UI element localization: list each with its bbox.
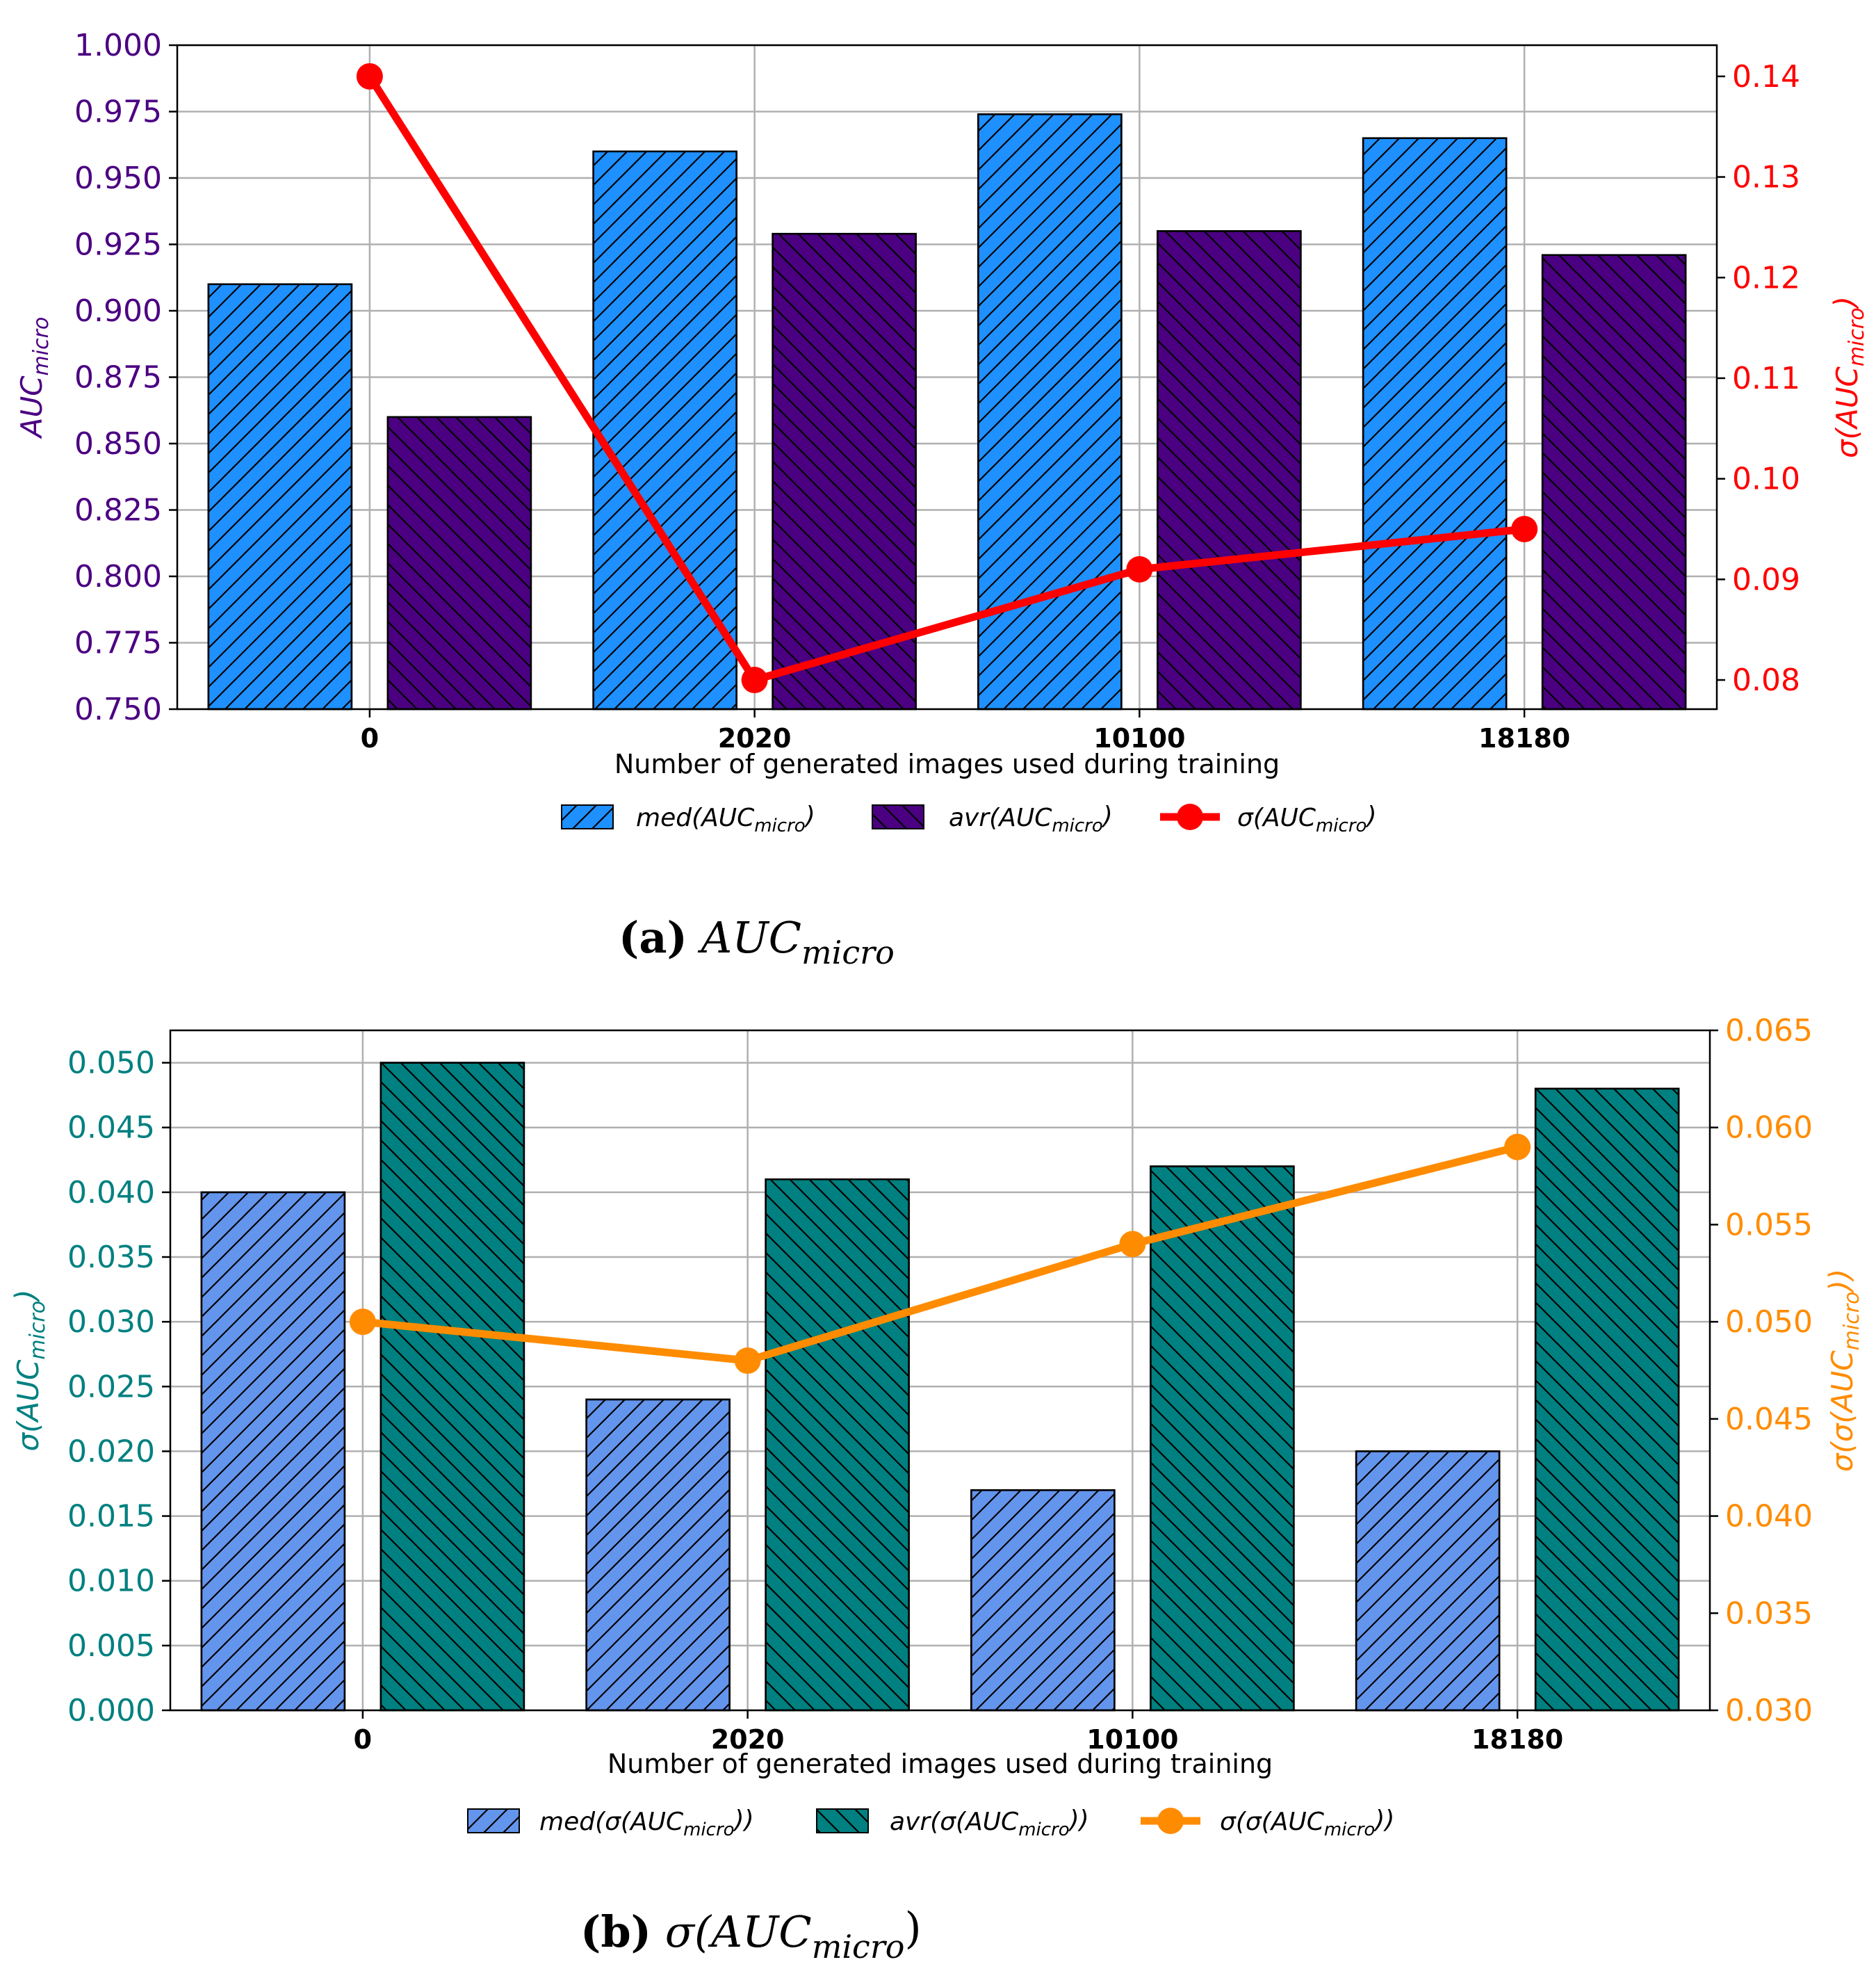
bar-hatch: [765, 1178, 910, 1712]
ytick-right-label: 0.11: [1732, 361, 1800, 396]
ytick-right-label: 0.055: [1725, 1207, 1813, 1242]
xtick-label: 2020: [718, 723, 792, 754]
legend-label: avr(σ(AUCmicro)): [890, 1806, 1089, 1840]
ytick-left-label: 0.875: [74, 360, 162, 396]
xtick-label: 0: [361, 723, 379, 754]
bar-hatch: [592, 150, 737, 711]
subfigure-caption: (b) σ(AUCmicro): [580, 1902, 922, 1962]
ytick-right-label: 0.035: [1725, 1596, 1813, 1631]
ytick-left-label: 0.950: [74, 161, 162, 196]
legend-swatch-hatch: [872, 804, 924, 829]
legend-label: med(σ(AUCmicro)): [539, 1806, 754, 1840]
xtick-label: 18180: [1478, 723, 1570, 754]
bar-hatch: [585, 1398, 731, 1712]
legend-swatch-hatch: [816, 1808, 869, 1833]
ytick-right-label: 0.10: [1732, 462, 1800, 497]
chart-b-sigma-auc-micro: 0.000 0.005 0.010 0.015 0.020 0.025 0.030 0.035…: [8, 1013, 1864, 1962]
subfigure-caption: (a) AUCmicro: [619, 912, 895, 971]
ytick-right-label: 0.13: [1732, 160, 1800, 195]
ytick-right-label: 0.09: [1732, 562, 1800, 597]
xtick-label: 2020: [711, 1724, 785, 1755]
legend-swatch-hatch: [561, 804, 614, 829]
line-point: [1511, 515, 1538, 542]
ytick-right-label: 0.065: [1725, 1013, 1813, 1048]
ytick-left-label: 0.925: [74, 227, 162, 263]
ytick-right-label: 0.08: [1732, 663, 1800, 698]
ytick-left-label: 0.750: [74, 692, 162, 727]
xtick-label: 18180: [1471, 1724, 1563, 1755]
bar-hatch: [1534, 1087, 1680, 1712]
line-point: [1119, 1231, 1146, 1258]
ytick-left-label: 0.010: [67, 1564, 155, 1599]
xtick-label: 10100: [1093, 723, 1185, 754]
bar-hatch: [386, 416, 532, 711]
y-axis-left-label: σ(AUCmicro): [8, 1290, 50, 1452]
ytick-right-label: 0.12: [1732, 260, 1800, 295]
ytick-left-label: 0.045: [67, 1110, 155, 1146]
x-axis-label: Number of generated images used during t…: [607, 1749, 1273, 1779]
ytick-left-label: 0.975: [74, 95, 162, 130]
ytick-left-label: 0.015: [67, 1499, 155, 1534]
ytick-left-label: 0.050: [67, 1046, 155, 1081]
chart-a-auc-micro: 0.750 0.775 0.800 0.825 0.850 0.875 0.900 0.925…: [15, 28, 1869, 971]
ytick-left-label: 0.775: [74, 626, 162, 661]
ytick-right-label: 0.060: [1725, 1110, 1813, 1146]
legend-label: avr(AUCmicro): [949, 802, 1113, 836]
bar-hatch: [380, 1062, 525, 1712]
legend-swatch-hatch: [467, 1808, 520, 1833]
bar-hatch: [200, 1191, 346, 1712]
y-axis-right-label: σ(σ(AUCmicro)): [1822, 1269, 1864, 1472]
plot-frame: [169, 1029, 1711, 1712]
bar-hatch: [1541, 254, 1687, 711]
bar-hatch: [970, 1489, 1116, 1712]
ytick-left-label: 0.020: [67, 1434, 155, 1469]
bar-hatch: [1157, 230, 1302, 711]
y-axis-right-label: σ(AUCmicro): [1827, 296, 1869, 458]
legend-marker: [1177, 804, 1203, 830]
bar-hatch: [977, 113, 1123, 711]
ytick-left-label: 0.000: [67, 1693, 155, 1728]
legend-label: σ(AUCmicro): [1237, 802, 1376, 836]
ytick-left-label: 0.005: [67, 1628, 155, 1664]
ytick-left-label: 1.000: [74, 28, 162, 63]
ytick-left-label: 0.800: [74, 559, 162, 594]
ytick-right-label: 0.14: [1732, 59, 1800, 95]
ytick-right-label: 0.050: [1725, 1304, 1813, 1340]
y-axis-left-label: AUCmicro: [15, 317, 54, 440]
ytick-right-label: 0.045: [1725, 1402, 1813, 1437]
ytick-left-label: 0.030: [67, 1304, 155, 1340]
ytick-right-label: 0.030: [1725, 1693, 1813, 1728]
x-axis-label: Number of generated images used during t…: [614, 749, 1280, 779]
legend-marker: [1157, 1808, 1184, 1834]
ytick-left-label: 0.900: [74, 293, 162, 329]
line-point: [741, 667, 768, 694]
legend-label: σ(σ(AUCmicro)): [1220, 1806, 1394, 1840]
line-point: [1504, 1133, 1531, 1160]
xtick-label: 0: [354, 1724, 372, 1755]
ytick-left-label: 0.040: [67, 1175, 155, 1210]
series-line: [362, 1143, 1519, 1365]
bar-hatch: [1362, 137, 1508, 711]
ytick-left-label: 0.025: [67, 1369, 155, 1404]
line-point: [734, 1347, 761, 1375]
ytick-left-label: 0.825: [74, 493, 162, 528]
bar-hatch: [772, 232, 917, 711]
bar-hatch: [207, 283, 353, 711]
line-point: [349, 1308, 376, 1336]
legend-label: med(AUCmicro): [636, 802, 815, 836]
series-line: [366, 74, 1525, 684]
ytick-left-label: 0.850: [74, 426, 162, 462]
bar-hatch: [1150, 1165, 1295, 1712]
ytick-right-label: 0.040: [1725, 1499, 1813, 1534]
bar-hatch: [1355, 1450, 1501, 1712]
line-point: [1126, 556, 1153, 583]
ytick-left-label: 0.035: [67, 1240, 155, 1275]
xtick-label: 10100: [1086, 1724, 1178, 1755]
line-point: [356, 63, 383, 90]
